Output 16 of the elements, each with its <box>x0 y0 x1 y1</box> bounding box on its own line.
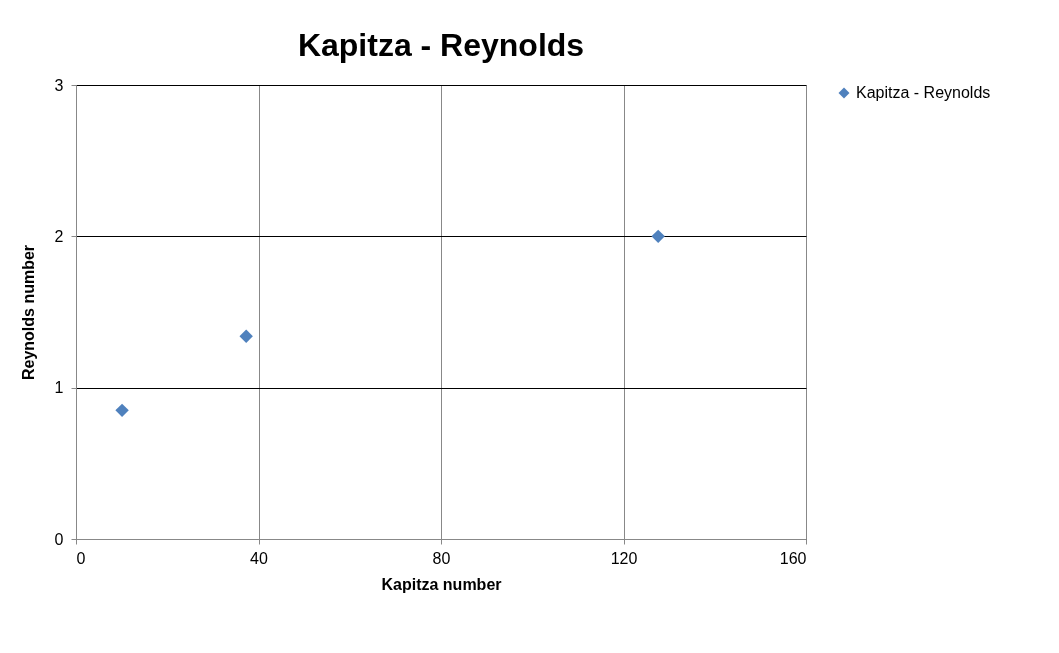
x-axis-title: Kapitza number <box>381 575 502 593</box>
y-axis-title: Reynolds number <box>19 244 37 381</box>
point <box>651 229 665 244</box>
point <box>115 403 129 418</box>
x-tick-label: 0 <box>76 549 86 567</box>
x-tick-label: 120 <box>610 549 638 567</box>
point <box>239 329 253 343</box>
chart-title: Kapitza - Reynolds <box>297 27 585 63</box>
y-tick-label: 2 <box>54 227 64 245</box>
y-tick-label: 1 <box>54 379 64 397</box>
x-tick-label: 80 <box>432 549 451 567</box>
x-tick-label: 160 <box>779 549 807 567</box>
legend-label: Kapitza - Reynolds <box>856 84 991 101</box>
y-tick-label: 0 <box>54 530 64 548</box>
x-tick-label: 40 <box>250 549 268 567</box>
y-tick-label: 3 <box>54 76 64 94</box>
